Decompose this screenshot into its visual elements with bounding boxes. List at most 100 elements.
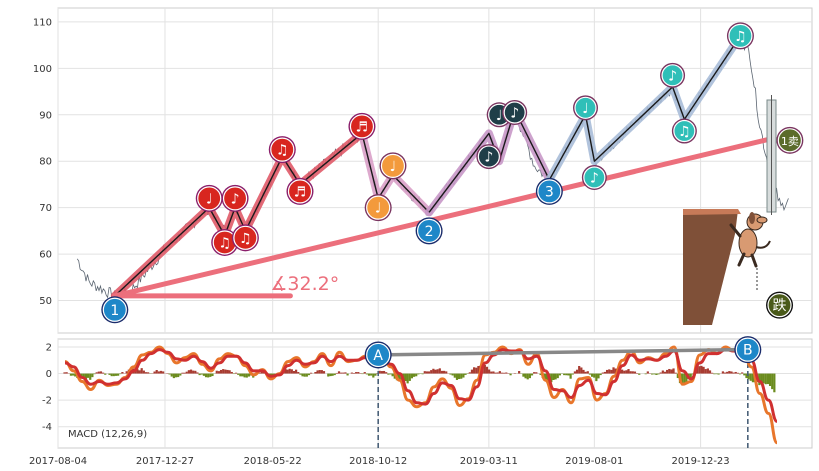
macd-y-tick-label: -2 [42,396,52,407]
badge-label: ♪ [231,191,240,207]
macd-histogram-bar [629,371,632,374]
macd-histogram-bar [198,373,201,376]
macd-histogram-bar [711,372,714,374]
badge-fill [503,101,526,124]
macd-histogram-bar [563,373,566,376]
price-marker: ♬ [348,112,376,140]
macd-histogram-bar [672,368,675,374]
macd-histogram-bar [243,373,246,378]
macd-histogram-bar [728,371,731,374]
macd-histogram-bar [638,373,641,375]
macd-histogram-bar [644,373,647,375]
badge-label: ♫ [239,231,252,247]
macd-histogram-bar [318,370,321,374]
macd-histogram-bar [340,372,343,374]
macd-y-tick-label: 0 [46,369,52,380]
macd-histogram-bar [571,373,574,375]
macd-histogram-bar [723,372,727,374]
badge-label: ♪ [668,68,677,84]
macd-histogram-bar [565,373,568,376]
macd-histogram-bar [473,367,476,374]
price-y-tick-label: 100 [33,64,52,75]
macd-histogram-bar [110,373,113,377]
macd-histogram-bar [505,372,508,374]
macd-histogram-bar [666,369,669,374]
macd-histogram-bar [451,373,454,376]
macd-histogram-bar [758,373,761,386]
macd-histogram-bar [492,371,495,374]
macd-histogram-bar [430,370,433,374]
macd-histogram-bar [593,373,596,378]
macd-histogram-bar [344,372,347,374]
macd-histogram-bar [202,373,205,376]
macd-histogram-bar [627,369,630,374]
macd-histogram-bar [586,371,589,374]
macd-histogram-bar [410,373,414,379]
cliff-shape [683,210,738,325]
macd-histogram-bar [477,366,480,374]
price-marker: ♩ [379,152,407,180]
macd-histogram-bar [717,373,720,375]
macd-histogram-bar [490,371,493,374]
macd-histogram-bar [500,372,504,374]
macd-histogram-bar [378,370,381,374]
macd-histogram-bar [530,373,534,376]
x-tick-label: 2019-03-11 [460,456,518,467]
badge-label: 2 [425,224,434,240]
macd-histogram-bar [425,371,429,374]
macd-histogram-bar [545,373,549,381]
macd-histogram-bar [702,366,705,374]
macd-histogram-bar [503,372,506,374]
macd-histogram-bar [215,370,218,374]
dog-icon [729,212,771,268]
macd-histogram-bar [588,373,592,375]
macd-histogram-bar [698,366,701,374]
price-marker: 跌 [766,291,794,319]
macd-histogram-bar [533,372,536,374]
macd-marker: A [364,341,392,369]
badge-label: ♩ [375,201,382,217]
price-marker: ♪ [581,164,607,190]
price-marker: ♩ [486,102,512,128]
macd-histogram-bar [760,373,763,384]
macd-histogram-bar [314,372,317,374]
macd-histogram-bar [535,372,538,374]
macd-histogram-bar [292,370,296,374]
badge-fill [477,145,500,168]
macd-histogram-bar [162,371,165,374]
macd-histogram-bar [192,370,195,374]
badge-label: 3 [545,184,554,200]
macd-histogram-bar [108,373,111,375]
macd-histogram-bar [659,372,662,374]
macd-histogram-bar [387,373,390,375]
macd-histogram-bar [172,373,175,379]
macd-histogram-bar [301,373,304,377]
badge-label: 1 [110,303,119,319]
macd-histogram-bar [71,373,75,376]
macd-histogram-bar [766,373,770,385]
badge-fill [583,166,606,189]
badge-fill [380,153,406,178]
macd-histogram-bar [84,373,88,379]
macd-histogram-bar [614,368,617,374]
price-marker: ♫ [726,22,754,50]
macd-histogram-bar [177,373,180,378]
macd-histogram-bar [136,369,139,374]
macd-histogram-bar [460,373,463,379]
macd-histogram-bar [552,373,555,380]
macd-histogram-bar [183,372,186,374]
macd-histogram-bar [462,373,465,378]
price-marker: ♪ [660,62,686,88]
x-tick-label: 2019-08-01 [565,456,623,467]
divergence-line [378,347,741,357]
macd-histogram-bar [337,371,341,374]
macd-histogram-bar [608,369,611,374]
macd-histogram-bar [241,373,244,377]
macd-histogram-bar [603,371,607,374]
macd-histogram-bar [485,366,489,374]
price-marker: ♫ [671,118,697,144]
price-panel: 50 60 70 80 90 100 110 ∡32.2° 1 ♩ ♫ ♪ ♫ ♫ ♬ ♬ ♩ ♩ 2 ♪ ♩ ♪ 3 ♩ ♪ ♪… [33,7,813,334]
macd-histogram-bar [239,373,242,377]
macd-histogram-bar [320,370,323,374]
macd-histogram-bar [449,373,452,375]
